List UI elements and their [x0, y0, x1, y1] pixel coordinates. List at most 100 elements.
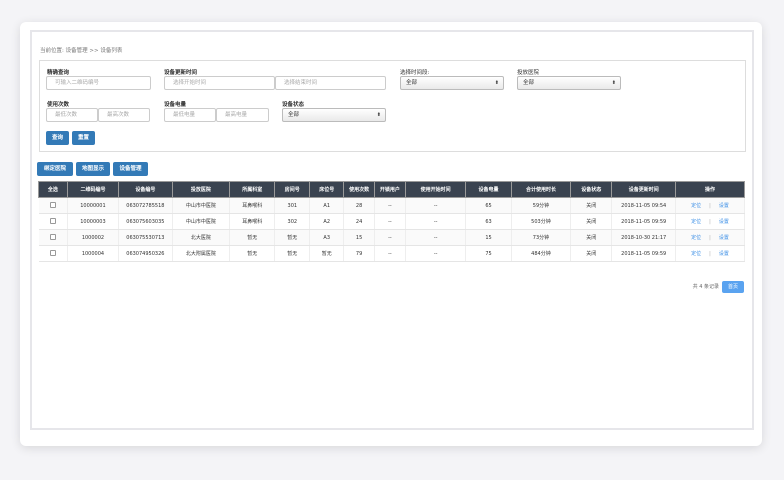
table-row: 10000003 063075603035 中山市中医院 耳鼻喉科 302 A2 24 -- -… [38, 213, 745, 230]
table-cell: 耳鼻喉科 [229, 213, 276, 230]
divider: | [709, 219, 711, 225]
select-cell [38, 197, 68, 214]
device-table: 全选 二维码编号 设备编号 投放医院 所属科室 房间号 床位号 使用次数 开锁用户 使用开始时间设… [38, 181, 745, 262]
settings-link[interactable]: 设置 [718, 235, 729, 241]
table-cell: 75 [465, 245, 512, 262]
table-cell: 1000002 [67, 229, 120, 246]
status-value: 全部 [288, 112, 300, 118]
column-header: 使用开始时间 [404, 181, 467, 198]
map-display-button[interactable]: 地图显示 [76, 162, 110, 176]
table-cell: -- [405, 245, 467, 262]
settings-link[interactable]: 设置 [718, 219, 729, 225]
device-management-button[interactable]: 设备管理 [113, 162, 148, 176]
table-cell: -- [405, 213, 467, 230]
table-row: 10000001 063072785518 中山市中医院 耳鼻喉科 301 A1 28 -- -… [38, 197, 745, 214]
min-battery-input[interactable]: 最低电量 [164, 108, 216, 122]
min-count-input[interactable]: 最低次数 [46, 108, 98, 122]
qr-code-input[interactable]: 可输入二维码编号 [46, 76, 151, 90]
select-arrow-icon: ⬍ [376, 112, 381, 118]
table-cell: 中山市中医院 [172, 213, 231, 230]
operation-cell: 定位 | 设置 [675, 213, 745, 230]
query-button[interactable]: 查询 [46, 131, 69, 145]
status-select[interactable]: 全部 ⬍ [282, 108, 386, 122]
max-battery-input[interactable]: 最高电量 [216, 108, 269, 122]
hospital-label: 投放医院 [517, 70, 540, 76]
start-time-input[interactable]: 选择开始时间 [164, 76, 275, 90]
table-cell: 关闭 [570, 197, 613, 214]
table-cell: 484分钟 [511, 245, 572, 262]
column-header: 开锁用户 [374, 181, 406, 198]
battery-label: 设备电量 [164, 102, 187, 108]
breadcrumb: 当前位置: 设备管理 >> 设备列表 [40, 48, 123, 54]
locate-link[interactable]: 定位 [691, 251, 702, 257]
table-row: 1000004 063074950326 北大附属医院 暂无 暂无 暂无 79 -- -- 75 4… [38, 245, 745, 262]
table-cell: 73分钟 [511, 229, 572, 246]
table-cell: 北大附属医院 [172, 245, 231, 262]
record-count: 共 4 条记录 [692, 284, 719, 290]
table-cell: 暂无 [274, 245, 311, 262]
period-select[interactable]: 全部 ⬍ [400, 76, 504, 90]
period-label: 选择时间段: [400, 70, 430, 76]
operation-cell: 定位 | 设置 [675, 229, 745, 246]
bind-hospital-button[interactable]: 绑定医院 [37, 162, 73, 176]
table-cell: 1000004 [67, 245, 120, 262]
row-checkbox[interactable] [49, 201, 56, 208]
column-header: 使用次数 [343, 181, 375, 198]
divider: | [709, 235, 711, 241]
table-cell: 063075603035 [118, 213, 173, 230]
table-cell: 65 [465, 197, 512, 214]
select-arrow-icon: ⬍ [494, 80, 499, 86]
table-cell: 503分钟 [511, 213, 572, 230]
table-cell: A3 [309, 229, 345, 246]
table-cell: -- [405, 229, 467, 246]
table-cell: -- [374, 245, 406, 262]
locate-link[interactable]: 定位 [691, 203, 702, 209]
table-cell: 59分钟 [511, 197, 572, 214]
divider: | [709, 251, 711, 257]
column-header: 设备电量 [465, 181, 512, 198]
table-cell: 24 [343, 213, 375, 230]
table-cell: 暂无 [309, 245, 345, 262]
table-cell: 暂无 [229, 245, 276, 262]
settings-link[interactable]: 设置 [718, 251, 729, 257]
locate-link[interactable]: 定位 [691, 235, 702, 241]
table-cell: 关闭 [570, 213, 613, 230]
column-header: 操作 [675, 181, 745, 198]
row-checkbox[interactable] [49, 249, 56, 256]
reset-button[interactable]: 重置 [72, 131, 95, 145]
column-header: 投放医院 [171, 181, 231, 198]
table-cell: 301 [274, 197, 311, 214]
pagination: 共 4 条记录 首页 [693, 281, 744, 293]
column-header[interactable]: 全选 [38, 181, 68, 198]
table-cell: 暂无 [274, 229, 311, 246]
status-label: 设备状态 [282, 102, 305, 108]
column-header: 设备更新时间 [611, 181, 677, 198]
hospital-value: 全部 [523, 80, 535, 86]
locate-link[interactable]: 定位 [691, 219, 702, 225]
table-cell: 关闭 [570, 245, 613, 262]
row-checkbox[interactable] [49, 233, 56, 240]
max-count-input[interactable]: 最高次数 [98, 108, 150, 122]
table-cell: A2 [309, 213, 345, 230]
main-content: 当前位置: 设备管理 >> 设备列表 精确查询 可输入二维码编号 设备更新时间 … [32, 32, 752, 428]
row-checkbox[interactable] [49, 217, 56, 224]
table-cell: 10000003 [67, 213, 120, 230]
column-header: 设备编号 [118, 181, 173, 198]
table-cell: A1 [309, 197, 345, 214]
table-cell: -- [374, 229, 406, 246]
table-cell: 063075530713 [118, 229, 173, 246]
table-cell: 302 [274, 213, 311, 230]
select-cell [38, 245, 68, 262]
end-time-input[interactable]: 选择结束时间 [275, 76, 386, 90]
column-header: 床位号 [309, 181, 345, 198]
table-cell: 15 [343, 229, 375, 246]
table-cell: 中山市中医院 [172, 197, 231, 214]
table-cell: 79 [343, 245, 375, 262]
table-cell: 耳鼻喉科 [229, 197, 276, 214]
column-header: 二维码编号 [66, 181, 120, 198]
settings-link[interactable]: 设置 [718, 203, 729, 209]
first-page-button[interactable]: 首页 [721, 281, 744, 293]
table-cell: 北大医院 [172, 229, 231, 246]
hospital-select[interactable]: 全部 ⬍ [517, 76, 621, 90]
table-row: 1000002 063075530713 北大医院 暂无 暂无 A3 15 -- -- 15 73分… [38, 229, 745, 246]
